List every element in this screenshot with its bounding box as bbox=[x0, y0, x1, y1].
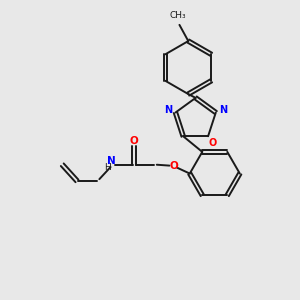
Text: N: N bbox=[107, 156, 116, 166]
Text: O: O bbox=[130, 136, 139, 146]
Text: O: O bbox=[209, 138, 217, 148]
Text: N: N bbox=[219, 105, 227, 115]
Text: CH₃: CH₃ bbox=[170, 11, 186, 20]
Text: H: H bbox=[103, 163, 110, 172]
Text: N: N bbox=[164, 105, 172, 115]
Text: O: O bbox=[169, 161, 178, 171]
